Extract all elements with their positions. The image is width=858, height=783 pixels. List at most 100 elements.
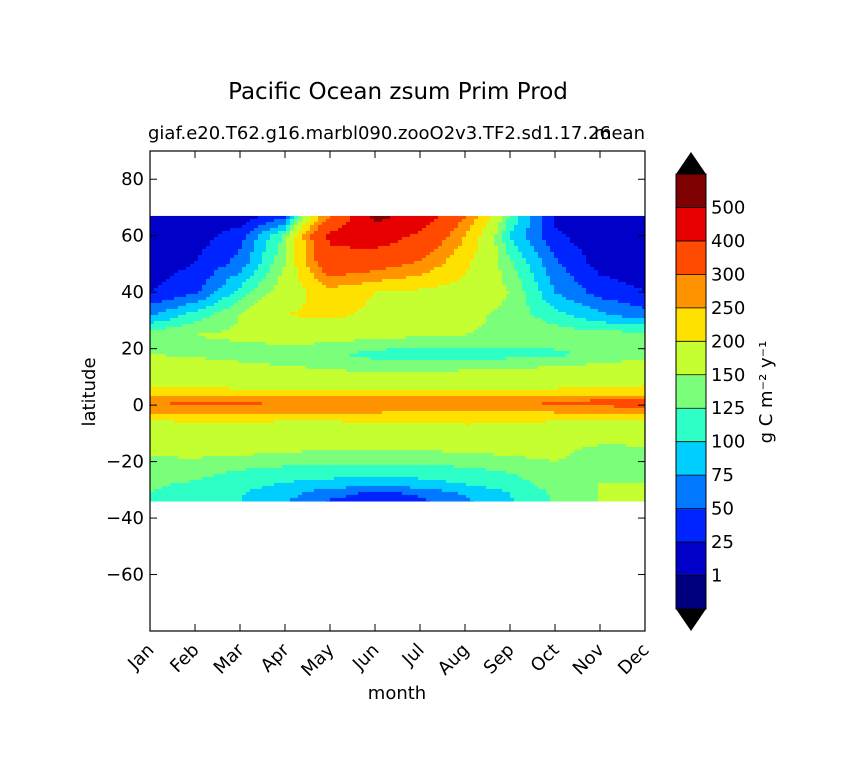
contour-cell <box>514 275 519 280</box>
contour-cell <box>170 335 175 340</box>
contour-cell <box>406 329 411 334</box>
contour-cell <box>418 281 423 286</box>
contour-cell <box>370 326 375 331</box>
contour-cell <box>486 272 491 277</box>
contour-cell <box>574 320 579 325</box>
contour-cell <box>318 221 323 226</box>
contour-cell <box>602 305 607 310</box>
contour-cell <box>350 242 355 247</box>
contour-cell <box>366 266 371 271</box>
contour-cell <box>582 239 587 244</box>
contour-cell <box>582 254 587 259</box>
contour-cell <box>602 260 607 265</box>
contour-cell <box>302 215 307 220</box>
contour-cell <box>182 320 187 325</box>
contour-cell <box>366 323 371 328</box>
contour-cell <box>466 254 471 259</box>
contour-cell <box>230 278 235 283</box>
contour-cell <box>478 236 483 241</box>
contour-cell <box>550 239 555 244</box>
contour-cell <box>274 311 279 316</box>
contour-cell <box>570 278 575 283</box>
contour-cell <box>234 218 239 223</box>
contour-cell <box>626 317 631 322</box>
contour-cell <box>474 224 479 229</box>
contour-cell <box>450 245 455 250</box>
contour-cell <box>154 302 159 307</box>
contour-cell <box>562 287 567 292</box>
contour-cell <box>310 314 315 319</box>
contour-cell <box>218 290 223 295</box>
contour-cell <box>554 263 559 268</box>
contour-cell <box>162 245 167 250</box>
contour-cell <box>406 275 411 280</box>
contour-cell <box>174 335 179 340</box>
contour-cell <box>358 236 363 241</box>
contour-cell <box>198 266 203 271</box>
contour-cell <box>318 287 323 292</box>
contour-cell <box>610 290 615 295</box>
contour-cell <box>190 326 195 331</box>
contour-cell <box>162 239 167 244</box>
contour-cell <box>466 332 471 337</box>
contour-cell <box>522 269 527 274</box>
contour-cell <box>190 320 195 325</box>
contour-cell <box>298 215 303 220</box>
contour-cell <box>278 224 283 229</box>
contour-cell <box>194 224 199 229</box>
contour-cell <box>346 317 351 322</box>
contour-cell <box>602 230 607 235</box>
contour-cell <box>194 275 199 280</box>
contour-cell <box>450 239 455 244</box>
contour-cell <box>434 269 439 274</box>
contour-cell <box>354 233 359 238</box>
contour-cell <box>530 299 535 304</box>
contour-cell <box>342 263 347 268</box>
contour-cell <box>206 332 211 337</box>
contour-cell <box>482 254 487 259</box>
contour-cell <box>278 272 283 277</box>
contour-cell <box>234 329 239 334</box>
contour-cell <box>546 239 551 244</box>
contour-cell <box>618 290 623 295</box>
contour-cell <box>262 302 267 307</box>
contour-cell <box>422 293 427 298</box>
contour-cell <box>574 278 579 283</box>
contour-cell <box>294 293 299 298</box>
contour-cell <box>522 302 527 307</box>
chart-subtitle-right: mean <box>594 123 645 144</box>
contour-cell <box>466 269 471 274</box>
contour-cell <box>302 224 307 229</box>
contour-cell <box>618 326 623 331</box>
contour-cell <box>466 242 471 247</box>
contour-cell <box>326 215 331 220</box>
contour-cell <box>514 314 519 319</box>
contour-cell <box>274 323 279 328</box>
contour-cell <box>598 239 603 244</box>
contour-cell <box>606 314 611 319</box>
contour-cell <box>506 278 511 283</box>
contour-cell <box>622 260 627 265</box>
contour-cell <box>294 329 299 334</box>
contour-cell <box>598 251 603 256</box>
contour-cell <box>506 317 511 322</box>
contour-cell <box>286 242 291 247</box>
contour-cell <box>626 242 631 247</box>
contour-cell <box>410 272 415 277</box>
contour-cell <box>530 326 535 331</box>
contour-cell <box>242 311 247 316</box>
contour-cell <box>394 290 399 295</box>
contour-cell <box>538 311 543 316</box>
contour-cell <box>510 290 515 295</box>
contour-cell <box>226 227 231 232</box>
contour-cell <box>482 248 487 253</box>
contour-cell <box>178 290 183 295</box>
contour-cell <box>370 311 375 316</box>
contour-cell <box>478 257 483 262</box>
contour-cell <box>614 236 619 241</box>
contour-cell <box>310 305 315 310</box>
contour-cell <box>322 299 327 304</box>
contour-cell <box>462 254 467 259</box>
contour-cell <box>314 314 319 319</box>
contour-cell <box>162 233 167 238</box>
